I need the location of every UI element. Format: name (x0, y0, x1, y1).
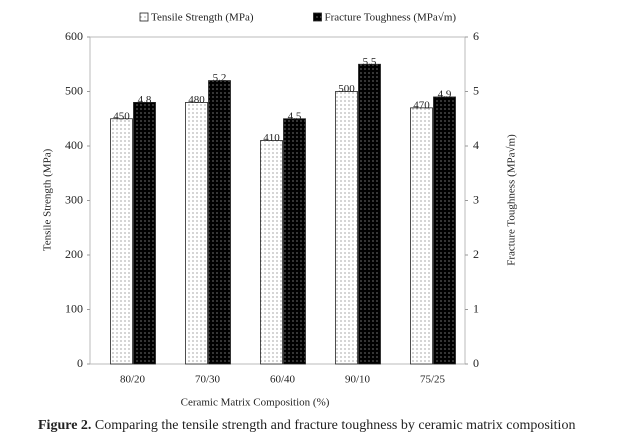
y-tick-label: 100 (65, 301, 83, 315)
y-tick-label: 600 (65, 29, 83, 43)
data-label: 4.9 (438, 88, 452, 100)
y2-axis-title: Fracture Toughness (MPa√m) (506, 134, 518, 266)
y2-tick-label: 3 (473, 192, 479, 206)
bar (335, 91, 358, 365)
bar (260, 140, 283, 365)
data-label: 4.5 (288, 110, 302, 122)
data-label: 470 (413, 99, 430, 111)
bar (208, 80, 231, 365)
y-tick-label: 400 (65, 138, 83, 152)
data-label: 450 (113, 110, 130, 122)
legend-swatch (313, 12, 322, 22)
y2-tick-label: 0 (473, 356, 479, 370)
caption-label: Figure 2. (38, 418, 91, 433)
data-label: 480 (188, 94, 205, 106)
caption: Figure 2. Comparing the tensile strength… (38, 418, 575, 433)
y-tick-label: 500 (65, 83, 83, 97)
y2-tick-label: 2 (473, 247, 479, 261)
y2-tick-label: 1 (473, 301, 479, 315)
x-tick-label: 90/10 (345, 374, 371, 386)
bar (358, 63, 381, 365)
y2-tick-label: 5 (473, 83, 479, 97)
data-label: 410 (263, 132, 280, 144)
legend-label: Fracture Toughness (MPa√m) (325, 12, 457, 24)
bar (185, 102, 208, 365)
y-tick-label: 300 (65, 192, 83, 206)
bar (410, 107, 433, 365)
data-label: 500 (338, 83, 355, 95)
y-tick-label: 200 (65, 247, 83, 261)
y2-tick-label: 6 (473, 29, 479, 43)
x-axis-title: Ceramic Matrix Composition (%) (181, 397, 330, 409)
y2-tick-label: 4 (473, 138, 479, 152)
legend-label: Tensile Strength (MPa) (151, 12, 254, 24)
x-tick-label: 70/30 (195, 374, 221, 386)
y-axis-title: Tensile Strength (MPa) (42, 148, 54, 251)
bar (283, 118, 306, 365)
caption-text: Comparing the tensile strength and fract… (95, 418, 576, 433)
data-label: 5.5 (363, 56, 377, 68)
x-tick-label: 80/20 (120, 374, 146, 386)
data-label: 5.2 (213, 72, 227, 84)
x-tick-label: 60/40 (270, 374, 296, 386)
legend-swatch (139, 12, 149, 22)
x-tick-label: 75/25 (420, 374, 446, 386)
y-tick-label: 0 (77, 356, 83, 370)
bar (433, 96, 456, 365)
bar (133, 102, 156, 365)
bar (110, 118, 133, 365)
data-label: 4.8 (138, 94, 152, 106)
